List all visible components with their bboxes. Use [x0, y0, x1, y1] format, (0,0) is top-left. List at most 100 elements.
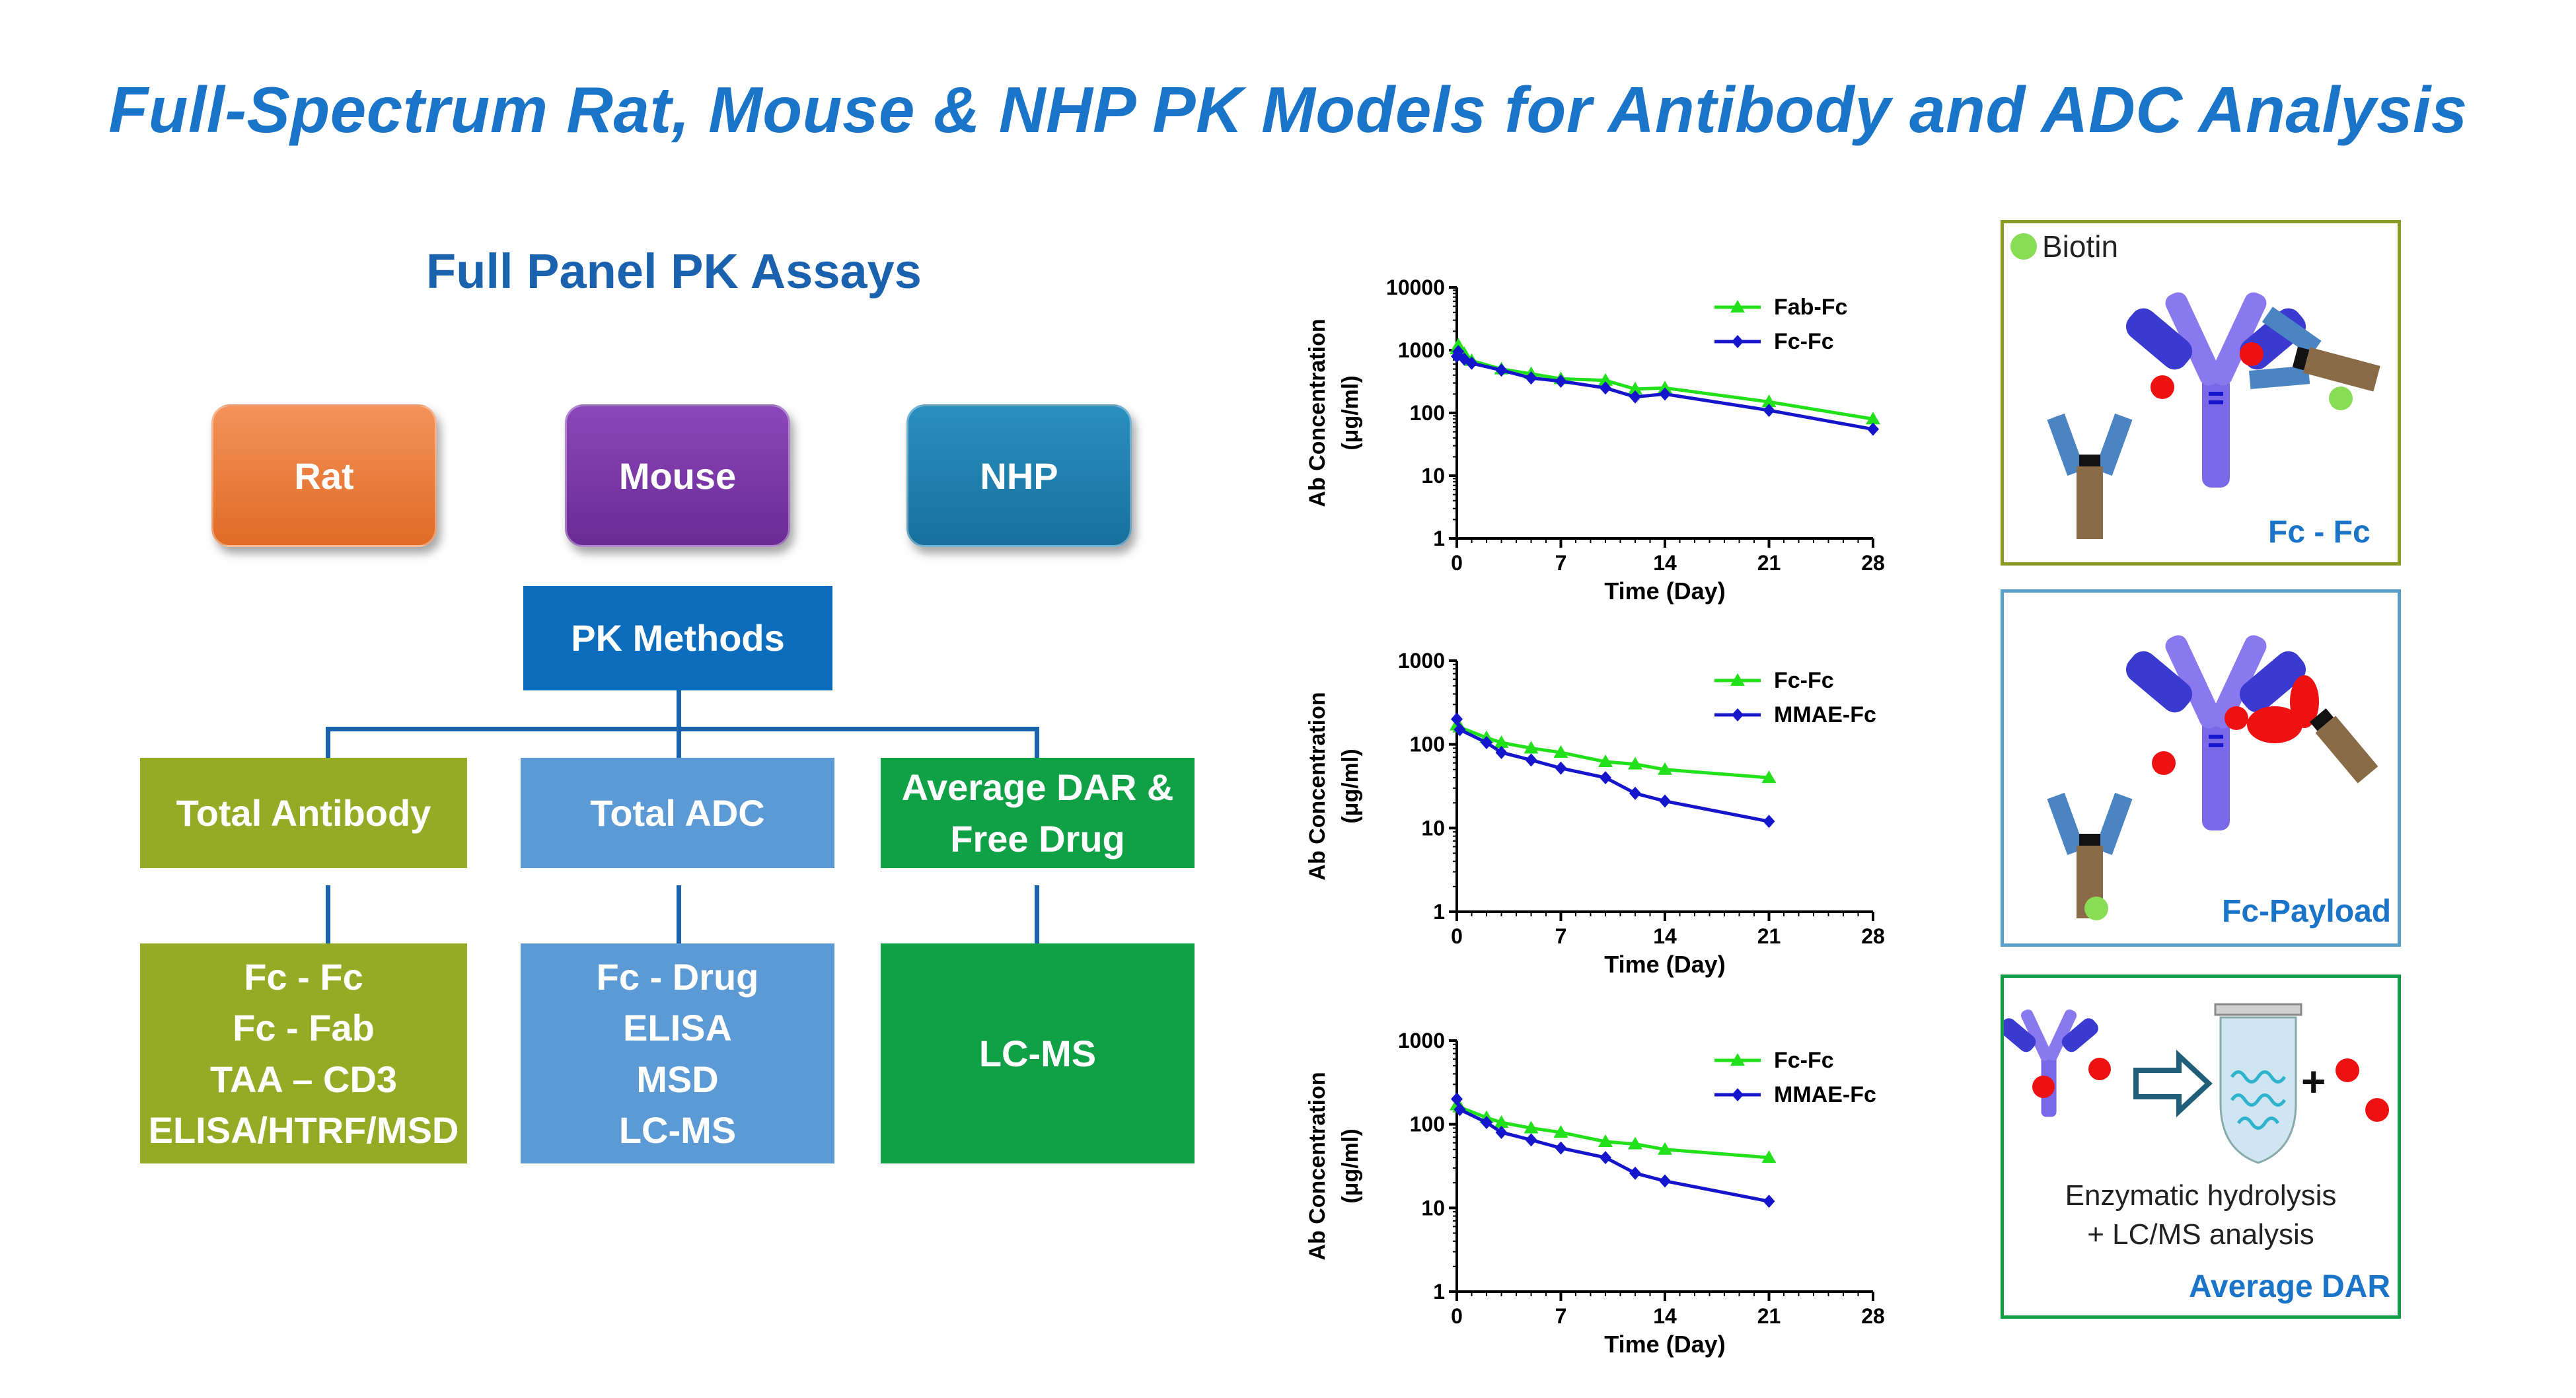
y-tick-label: 1000 [1398, 1029, 1445, 1052]
data-point-diamond [1555, 375, 1567, 388]
connector-drop-1 [326, 727, 330, 758]
data-point-triangle [1598, 373, 1613, 386]
connector-horizontal [326, 727, 1039, 731]
data-point-diamond [1525, 371, 1537, 385]
biotin-dot-icon [2329, 386, 2353, 410]
fc-fc-illustration [2010, 233, 2380, 539]
x-tick-label: 7 [1555, 924, 1567, 948]
series-line-1 [1455, 718, 1769, 823]
data-point-triangle [1553, 1124, 1568, 1138]
legend-marker [1730, 1053, 1745, 1066]
series-line-0 [1455, 723, 1769, 780]
data-point-diamond [1454, 723, 1466, 737]
pk-chart-3: 1 10 100 1000 0 7 14 21 28 Time (Day) Ab Concentra… [1285, 1014, 1906, 1371]
data-point-diamond [1495, 745, 1508, 759]
data-point-diamond [1555, 1141, 1567, 1155]
species-nhp-box: NHP [906, 404, 1132, 547]
biotin-legend-icon [2010, 233, 2037, 260]
x-tick-label: 21 [1757, 924, 1781, 948]
species-mouse-box: Mouse [565, 404, 790, 547]
assay-panel-fc-payload: Fc-Payload [2001, 589, 2401, 947]
payload-dot-icon [2365, 1098, 2389, 1122]
data-point-triangle [1658, 1142, 1672, 1155]
pk-methods-box: PK Methods [523, 586, 832, 690]
payload-dot-icon [2240, 342, 2263, 366]
category-average-dar: Average DAR & Free Drug [881, 758, 1195, 868]
x-axis-title: Time (Day) [1604, 951, 1725, 978]
series-line-1 [1455, 1098, 1769, 1203]
method-item: LC-MS [978, 1032, 1097, 1074]
series-line-0 [1455, 1103, 1769, 1159]
data-point-diamond [1525, 1133, 1537, 1147]
tube-icon [2214, 1003, 2302, 1164]
x-tick-label: 28 [1861, 551, 1885, 575]
data-point-triangle [1628, 381, 1642, 394]
description-line: Enzymatic hydrolysis [2065, 1179, 2337, 1212]
payload-dot-icon [2225, 706, 2248, 730]
category-label-line1: Average DAR & [901, 766, 1174, 809]
legend-label: MMAE-Fc [1774, 1082, 1876, 1107]
x-tick-label: 14 [1653, 924, 1677, 948]
legend-label: Fc-Fc [1774, 329, 1834, 354]
data-point-triangle [1494, 735, 1509, 748]
method-item: Fc - Drug [596, 955, 759, 998]
connector-cat-2 [677, 885, 681, 943]
data-point-diamond [1659, 387, 1671, 401]
connector-drop-2 [677, 727, 681, 758]
pk-chart-1: 1 10 100 1000 10000 0 7 14 21 28 Time (Day) Ab Conc… [1285, 261, 1906, 618]
method-item: LC-MS [618, 1109, 737, 1151]
data-point-triangle [1598, 754, 1613, 767]
y-tick-label: 100 [1410, 401, 1445, 425]
data-point-triangle [1524, 1121, 1539, 1134]
data-point-diamond [1763, 1195, 1775, 1208]
y-tick-label: 1 [1433, 527, 1445, 550]
x-tick-label: 21 [1757, 1304, 1781, 1328]
average-dar-description: Enzymatic hydrolysis + LC/MS analysis [2004, 1176, 2398, 1255]
methods-total-adc: Fc - Drug ELISA MSD LC-MS [521, 943, 834, 1163]
method-item: Fc - Fc [244, 955, 363, 998]
x-tick-label: 14 [1653, 1304, 1677, 1328]
legend-marker [1730, 300, 1745, 313]
y-tick-label: 1000 [1398, 338, 1445, 362]
y-axis-title-line2: (μg/ml) [1338, 375, 1363, 450]
y-axis-title-line2: (μg/ml) [1338, 1128, 1363, 1203]
data-point-diamond [1452, 345, 1465, 359]
data-point-diamond [1451, 1092, 1463, 1106]
data-point-triangle [1761, 770, 1777, 784]
data-point-triangle [1658, 762, 1672, 775]
data-point-diamond [1481, 1115, 1492, 1129]
biotin-legend-label: Biotin [2042, 229, 2119, 264]
legend-label: Fab-Fc [1774, 295, 1847, 320]
y-tick-label: 100 [1410, 1113, 1445, 1136]
average-dar-illustration [2004, 1003, 2389, 1164]
average-dar-label: Average DAR [2189, 1269, 2390, 1304]
methods-average-dar: LC-MS [881, 943, 1195, 1163]
x-tick-label: 21 [1757, 551, 1781, 575]
y-tick-label: 10 [1421, 816, 1445, 840]
x-tick-label: 0 [1451, 551, 1463, 575]
assay-panel-average-dar: + Enzymatic hydrolysis + LC/MS analysis … [2001, 975, 2401, 1319]
data-point-diamond [1465, 356, 1478, 370]
data-point-diamond [1495, 1125, 1508, 1139]
antibody-icon [2125, 635, 2306, 830]
panel-title: Full Panel PK Assays [426, 244, 922, 299]
antibody-icon [2004, 1009, 2098, 1117]
data-point-triangle [1761, 394, 1777, 408]
y-tick-label: 100 [1410, 733, 1445, 756]
category-label-line2: Free Drug [950, 817, 1125, 860]
data-point-triangle [1761, 1150, 1777, 1163]
legend-label: MMAE-Fc [1774, 702, 1876, 727]
data-point-triangle [1494, 1115, 1509, 1128]
data-point-triangle [1553, 745, 1568, 758]
x-tick-label: 0 [1451, 924, 1463, 948]
legend-label: Fc-Fc [1774, 1048, 1834, 1073]
x-axis-title: Time (Day) [1604, 577, 1725, 605]
category-label: Total Antibody [176, 791, 431, 834]
x-tick-label: 14 [1653, 551, 1677, 575]
legend-marker [1732, 1088, 1744, 1101]
biotin-dot-icon [2084, 897, 2108, 920]
data-point-triangle [1598, 1134, 1613, 1147]
x-axis-title: Time (Day) [1604, 1331, 1725, 1358]
method-item: ELISA [623, 1007, 732, 1049]
anti-payload-icon [2247, 706, 2302, 743]
